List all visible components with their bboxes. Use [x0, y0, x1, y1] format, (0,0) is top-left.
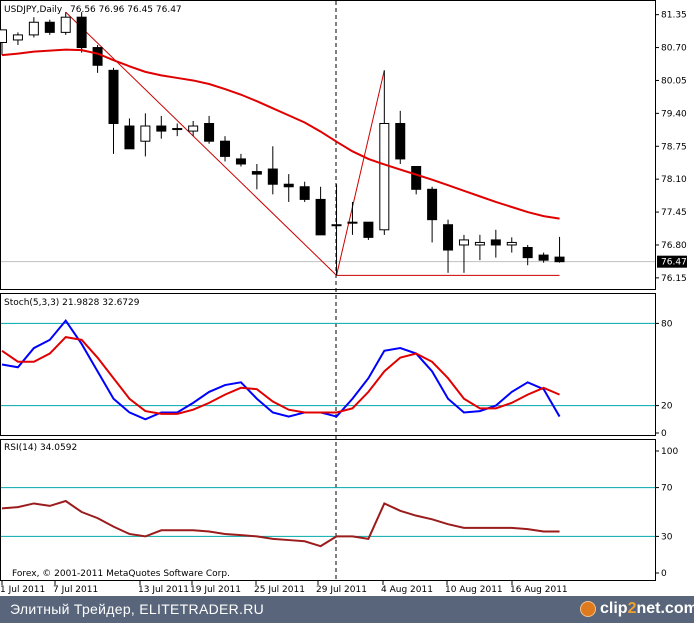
x-axis-label: 29 Jul 2011	[316, 585, 367, 595]
candle-body	[92, 47, 103, 66]
last-price-box	[657, 255, 687, 268]
candle-body	[156, 125, 167, 132]
x-axis-label: 4 Aug 2011	[381, 585, 433, 595]
candle-body	[490, 239, 501, 246]
price-pane-title: USDJPY,Daily	[4, 5, 63, 15]
price-axis: 81.35 80.70 80.05 79.40 78.75 78.10 77.45 76.80…	[655, 11, 687, 284]
axis-tick-label: 80.05	[661, 76, 687, 86]
candle-body	[267, 168, 278, 185]
axis-tick-label: 81.35	[661, 11, 687, 21]
candle-body	[506, 241, 517, 246]
copyright-text: Forex, © 2001-2011 MetaQuotes Software C…	[12, 569, 230, 579]
candle-body	[235, 158, 246, 165]
candle-body	[283, 183, 294, 188]
candle-body	[315, 198, 326, 236]
footer-text: Элитный Трейдер, ELITETRADER.RU	[10, 601, 265, 617]
x-axis-label: 7 Jul 2011	[53, 585, 98, 595]
moving-average-line	[1, 48, 560, 220]
candle-body	[60, 16, 71, 33]
trendlines	[65, 11, 560, 276]
candle-body	[411, 166, 422, 190]
axis-tick-label: 80.70	[661, 44, 687, 54]
axis-tick-label: 76.80	[661, 241, 687, 251]
candle-body	[108, 69, 119, 124]
candle-body	[188, 125, 199, 132]
candle-body	[395, 122, 406, 160]
candle-body	[474, 241, 485, 246]
price-pane-frame	[0, 0, 656, 290]
rsi-pane-title: RSI(14) 34.0592	[4, 443, 77, 453]
candle-body	[172, 128, 183, 131]
chart-area: 81.35 80.70 80.05 79.40 78.75 78.10 77.45 76.80…	[0, 0, 687, 595]
candle-body	[44, 21, 55, 33]
stoch-main-line	[1, 319, 561, 421]
candle-body	[522, 247, 533, 259]
axis-tick-label: 79.40	[661, 109, 687, 119]
rsi-line	[1, 499, 560, 548]
ohlc-readout: 76.56 76.96 76.45 76.47	[70, 5, 182, 15]
trendline	[336, 70, 385, 276]
candle-body	[427, 188, 438, 221]
axis-tick-label: 20	[661, 402, 673, 412]
rsi-pane-frame	[0, 439, 656, 581]
last-price-label: 76.47	[661, 258, 687, 268]
rsi-levels	[1, 487, 655, 537]
candle-body	[538, 254, 549, 261]
x-axis-label: 19 Jul 2011	[190, 585, 241, 595]
axis-tick-label: 0	[661, 569, 667, 579]
candle-body	[347, 221, 358, 224]
stoch-pane-title: Stoch(5,3,3) 21.9828 32.6729	[4, 298, 140, 308]
axis-tick-label: 0	[661, 429, 667, 439]
axis-tick-label: 30	[661, 532, 673, 542]
axis-tick-label: 78.75	[661, 142, 687, 152]
stoch-signal-line	[1, 336, 560, 415]
x-axis-label: 10 Aug 2011	[445, 585, 503, 595]
candle-body	[124, 125, 135, 150]
stoch-axis: 80 20 0	[655, 319, 673, 439]
candle-body	[204, 122, 215, 142]
candle-body	[220, 140, 231, 157]
stoch-pane-frame	[0, 293, 656, 436]
candle-body	[140, 125, 151, 142]
candle-body	[0, 29, 7, 43]
candle-body	[458, 239, 469, 246]
axis-tick-label: 80	[661, 319, 673, 329]
trendline	[65, 11, 337, 276]
x-axis-label: 16 Aug 2011	[510, 585, 568, 595]
footer-bar: Элитный Трейдер, ELITETRADER.RU clip2net…	[0, 596, 694, 623]
candle-body	[379, 122, 390, 231]
axis-tick-label: 78.10	[661, 175, 687, 185]
axis-tick-label: 100	[661, 447, 678, 457]
candle-body	[554, 256, 565, 263]
x-axis-label: 25 Jul 2011	[254, 585, 305, 595]
x-axis-label: 1 Jul 2011	[0, 585, 45, 595]
candle-body	[76, 16, 87, 49]
rsi-axis: 100 70 30 0	[655, 447, 678, 579]
clip2net-logo: clip2net.com	[580, 599, 694, 619]
x-axis: 1 Jul 2011 7 Jul 2011 13 Jul 2011 19 Jul 20…	[0, 581, 568, 595]
candle-body	[443, 224, 454, 251]
axis-tick-label: 77.45	[661, 208, 687, 218]
candles	[0, 12, 565, 276]
logo-circle-icon	[580, 601, 596, 617]
candle-body	[28, 21, 39, 36]
axis-tick-label: 70	[661, 484, 673, 494]
stoch-levels	[1, 322, 655, 407]
axis-tick-label: 76.15	[661, 274, 687, 284]
x-axis-label: 13 Jul 2011	[138, 585, 189, 595]
candle-body	[299, 186, 310, 200]
candle-body	[12, 34, 23, 41]
candle-body	[363, 221, 374, 238]
candle-body	[251, 171, 262, 175]
candle-body	[331, 224, 342, 227]
